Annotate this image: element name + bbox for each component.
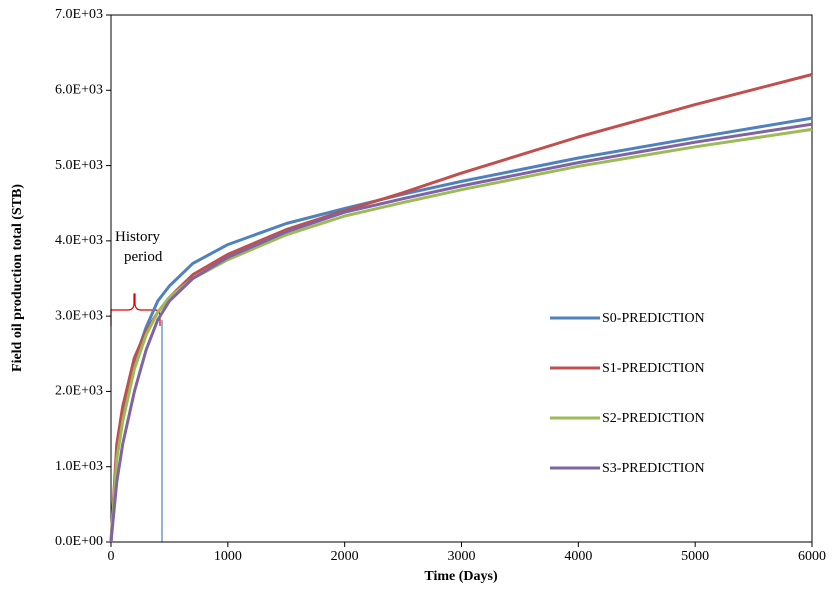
y-tick-label: 2.0E+03 <box>55 384 103 399</box>
series-line <box>109 122 813 543</box>
legend-label: S2-PREDICTION <box>602 411 705 426</box>
x-tick-label: 6000 <box>798 549 826 564</box>
x-tick-label: 1000 <box>214 549 242 564</box>
series-line <box>109 73 813 543</box>
x-tick-label: 5000 <box>681 549 709 564</box>
x-tick-label: 0 <box>108 549 115 564</box>
y-tick-label: 0.0E+00 <box>55 534 103 549</box>
legend-label: S1-PREDICTION <box>602 361 705 376</box>
series-line <box>109 116 813 543</box>
plot-frame <box>110 14 813 543</box>
y-tick-label: 4.0E+03 <box>55 233 103 248</box>
y-tick-label: 5.0E+03 <box>55 158 103 173</box>
x-tick-label: 2000 <box>331 549 359 564</box>
series-line <box>109 127 813 543</box>
x-axis-title: Time (Days) <box>424 569 498 584</box>
y-tick-label: 3.0E+03 <box>55 308 103 323</box>
y-tick-label: 1.0E+03 <box>55 459 103 474</box>
y-tick-label: 6.0E+03 <box>55 83 103 98</box>
legend-label: S0-PREDICTION <box>602 311 705 326</box>
y-axis-title: Field oil production total (STB) <box>10 184 25 372</box>
annotation: History period <box>115 229 163 265</box>
x-tick-label: 3000 <box>448 549 476 564</box>
x-tick-label: 4000 <box>564 549 592 564</box>
y-tick-label: 7.0E+03 <box>55 7 103 22</box>
legend-label: S3-PREDICTION <box>602 461 705 476</box>
